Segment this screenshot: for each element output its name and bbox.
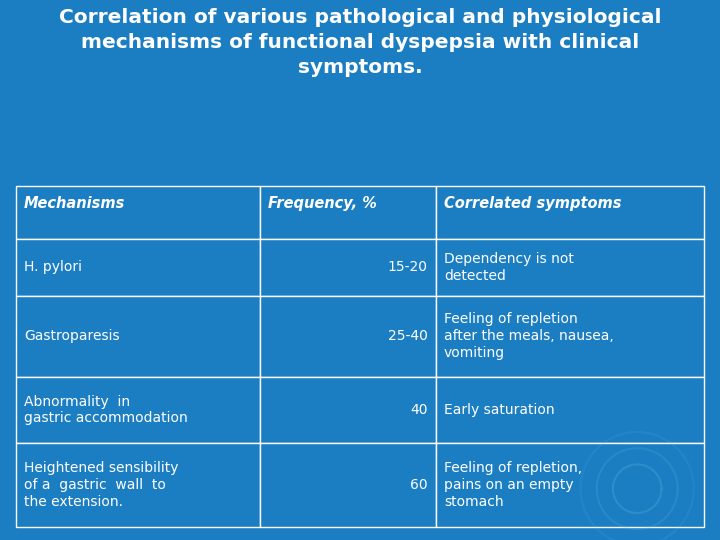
Text: Correlated symptoms: Correlated symptoms	[444, 196, 621, 211]
Text: Dependency is not
detected: Dependency is not detected	[444, 252, 574, 282]
Bar	[436, 295, 704, 377]
Text: 25-40: 25-40	[387, 329, 428, 343]
Bar	[260, 186, 436, 239]
Text: Feeling of repletion,
pains on an empty
stomach: Feeling of repletion, pains on an empty …	[444, 461, 582, 509]
Text: Frequency, %: Frequency, %	[269, 196, 377, 211]
Bar	[16, 443, 260, 526]
Text: Heightened sensibility
of a  gastric  wall  to
the extension.: Heightened sensibility of a gastric wall…	[24, 461, 179, 509]
Bar	[16, 239, 260, 296]
Bar	[436, 377, 704, 443]
Bar	[436, 239, 704, 296]
Text: Abnormality  in
gastric accommodation: Abnormality in gastric accommodation	[24, 395, 188, 426]
Text: H. pylori: H. pylori	[24, 260, 82, 274]
Bar	[260, 377, 436, 443]
Text: Feeling of repletion
after the meals, nausea,
vomiting: Feeling of repletion after the meals, na…	[444, 313, 613, 360]
Text: Correlation of various pathological and physiological
mechanisms of functional d: Correlation of various pathological and …	[59, 8, 661, 77]
Bar	[260, 239, 436, 296]
Bar	[260, 295, 436, 377]
Text: Early saturation: Early saturation	[444, 403, 554, 417]
Text: 60: 60	[410, 478, 428, 492]
Text: 40: 40	[410, 403, 428, 417]
Bar	[16, 295, 260, 377]
Bar	[16, 377, 260, 443]
Bar	[436, 186, 704, 239]
Text: 15-20: 15-20	[387, 260, 428, 274]
Bar	[16, 186, 260, 239]
Text: Mechanisms: Mechanisms	[24, 196, 125, 211]
Bar	[436, 443, 704, 526]
Bar	[260, 443, 436, 526]
Text: Gastroparesis: Gastroparesis	[24, 329, 120, 343]
